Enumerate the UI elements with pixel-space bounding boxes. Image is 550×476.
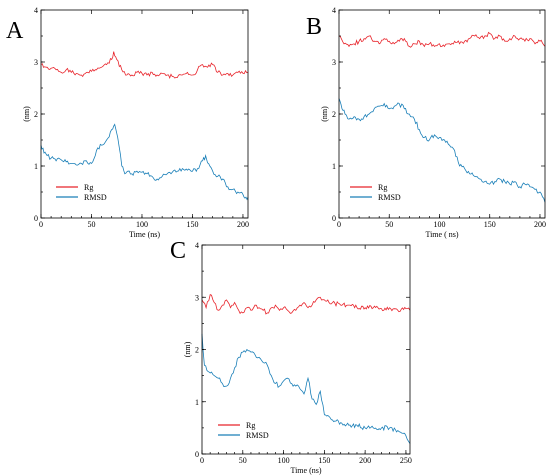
x-tick-label: 150	[484, 220, 496, 229]
x-axis-label: Time (ns)	[129, 230, 160, 239]
x-tick-label: 200	[534, 220, 546, 229]
y-tick-label: 2	[332, 110, 336, 119]
legend-label-rmsd: RMSD	[84, 193, 107, 202]
legend-label-rmsd: RMSD	[378, 193, 401, 202]
x-tick-label: 50	[87, 220, 95, 229]
y-tick-label: 1	[195, 398, 199, 407]
y-tick-label: 1	[332, 162, 336, 171]
legend-label-rg: Rg	[246, 421, 255, 430]
panel-c: C 0 50 100 150 200 250 0 1 2 3 4 Time (ns) (nm) RgRMS…	[170, 238, 412, 475]
y-tick-label: 0	[332, 214, 336, 223]
x-tick-label: 200	[359, 456, 371, 465]
x-tick-label: 150	[186, 220, 198, 229]
series-line-rmsd	[201, 333, 411, 444]
y-tick-label: 2	[34, 110, 38, 119]
y-tick-label: 1	[34, 162, 38, 171]
x-axis-label: Time ( ns)	[425, 230, 458, 239]
series-line-rg	[338, 31, 546, 48]
y-axis-label: (nm)	[183, 341, 192, 357]
x-tick-label: 100	[136, 220, 148, 229]
series-line-rg	[201, 294, 411, 315]
y-tick-label: 4	[34, 6, 38, 15]
legend-label-rmsd: RMSD	[246, 431, 269, 440]
x-tick-label: 100	[278, 456, 290, 465]
legend-label-rg: Rg	[378, 183, 387, 192]
x-tick-label: 100	[433, 220, 445, 229]
y-tick-label: 4	[195, 241, 199, 250]
x-tick-label: 50	[385, 220, 393, 229]
y-tick-label: 0	[195, 450, 199, 459]
x-tick-label: 200	[237, 220, 249, 229]
y-tick-label: 3	[34, 58, 38, 67]
y-axis-label: (nm)	[320, 106, 329, 122]
x-tick-label: 0	[200, 456, 204, 465]
panel-c-letter: C	[170, 238, 186, 264]
y-tick-label: 0	[34, 214, 38, 223]
x-tick-label: 250	[400, 456, 412, 465]
legend-label-rg: Rg	[84, 183, 93, 192]
panel-b-letter: B	[306, 14, 322, 40]
series-line-rg	[40, 51, 249, 80]
y-tick-label: 4	[332, 6, 336, 15]
y-tick-label: 3	[332, 58, 336, 67]
x-tick-label: 50	[239, 456, 247, 465]
y-tick-label: 3	[195, 293, 199, 302]
series-line-rmsd	[338, 98, 546, 203]
series-line-rmsd	[40, 123, 249, 201]
x-tick-label: 0	[337, 220, 341, 229]
x-axis-label: Time (ns)	[290, 466, 321, 475]
y-axis-label: (nm)	[22, 106, 31, 122]
y-tick-label: 2	[195, 346, 199, 355]
x-tick-label: 0	[39, 220, 43, 229]
x-tick-label: 150	[318, 456, 330, 465]
plot-frame	[201, 244, 411, 455]
panel-a-letter: A	[6, 18, 24, 44]
